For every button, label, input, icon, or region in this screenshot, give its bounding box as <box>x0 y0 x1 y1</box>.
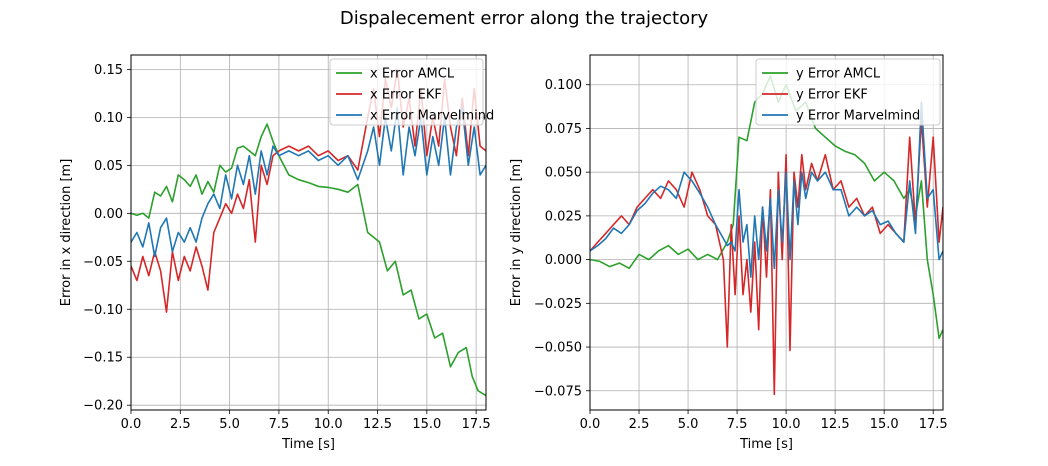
legend-label: y Error AMCL <box>796 67 881 82</box>
legend-label: x Error AMCL <box>370 67 455 82</box>
legend-box <box>329 58 484 126</box>
x-tick-label: 17.5 <box>919 417 948 432</box>
x-tick-label: 17.5 <box>462 417 491 432</box>
plot-2: 0.0 2.5 5.0 7.5 10.0 12.5 15.0 17.5 −0.075 −0.050… <box>509 54 948 452</box>
x-axis-label: Time [s] <box>281 437 335 452</box>
x-tick-label: 7.5 <box>727 417 748 432</box>
series-line-y-error-marvelmind <box>590 101 943 278</box>
y-tick-label: 0.050 <box>545 166 582 181</box>
y-tick-label: 0.100 <box>545 78 582 93</box>
x-tick-label: 12.5 <box>821 417 850 432</box>
x-tick-label: 15.0 <box>870 417 899 432</box>
y-tick-label: 0.05 <box>94 159 123 174</box>
x-tick-label: 10.0 <box>772 417 801 432</box>
legend-label: y Error Marvelmind <box>796 109 920 124</box>
x-tick-label: 0.0 <box>580 417 601 432</box>
y-tick-label: −0.050 <box>534 341 582 356</box>
y-tick-label: 0.15 <box>94 63 123 78</box>
x-tick-label: 5.0 <box>678 417 699 432</box>
x-tick-label: 15.0 <box>412 417 441 432</box>
y-tick-label: 0.025 <box>545 209 582 224</box>
legend: x Error AMCL x Error EKF x Error Marvelmin… <box>329 58 494 126</box>
legend-box <box>755 58 941 126</box>
series-line-y-error-ekf <box>590 118 943 396</box>
axes-frame <box>589 54 944 411</box>
x-tick-label: 5.0 <box>219 417 240 432</box>
plot-1: 0.0 2.5 5.0 7.5 10.0 12.5 15.0 17.5 −0.20 −0.15 −0… <box>59 54 494 452</box>
legend-label: x Error EKF <box>370 88 442 103</box>
y-tick-label: −0.05 <box>83 255 123 270</box>
x-axis-label: Time [s] <box>739 437 793 452</box>
x-tick-label: 10.0 <box>314 417 343 432</box>
legend: y Error AMCL y Error EKF y Error Marvelmin… <box>755 58 941 126</box>
y-tick-label: −0.20 <box>83 399 123 414</box>
y-tick-label: −0.10 <box>83 303 123 318</box>
y-tick-label: 0.075 <box>545 122 582 137</box>
x-tick-label: 12.5 <box>363 417 392 432</box>
y-tick-label: 0.10 <box>94 111 123 126</box>
y-tick-label: −0.075 <box>534 384 582 399</box>
y-axis-label: Error in x direction [m] <box>59 159 74 307</box>
y-axis-label: Error in y direction [m] <box>509 159 524 307</box>
y-tick-label: 0.000 <box>545 253 582 268</box>
legend-label: y Error EKF <box>796 88 868 103</box>
y-tick-label: 0.00 <box>94 207 123 222</box>
series-line-x-error-marvelmind <box>131 107 486 258</box>
y-tick-label: −0.025 <box>534 297 582 312</box>
x-tick-label: 0.0 <box>121 417 142 432</box>
x-tick-label: 7.5 <box>269 417 290 432</box>
y-tick-label: −0.15 <box>83 351 123 366</box>
axes-frame <box>130 54 487 411</box>
legend-label: x Error Marvelmind <box>370 109 494 124</box>
x-tick-label: 2.5 <box>629 417 650 432</box>
figure-title: Dispalecement error along the trajectory <box>340 8 709 29</box>
x-tick-label: 2.5 <box>170 417 191 432</box>
